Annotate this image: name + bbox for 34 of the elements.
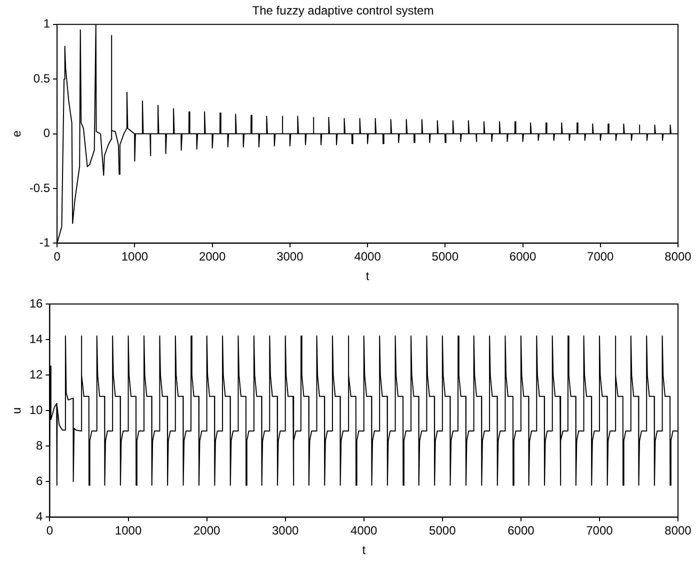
y-tick-label: 0 xyxy=(43,126,50,140)
y-tick-label: 4 xyxy=(36,510,44,524)
x-tick-label: 2000 xyxy=(198,250,226,264)
x-tick-label: 0 xyxy=(54,250,61,264)
y-tick-label: 16 xyxy=(29,296,44,310)
y-tick-label: -0.5 xyxy=(29,180,50,195)
y-tick-label: 6 xyxy=(36,474,44,488)
x-tick-label: 4000 xyxy=(354,250,382,264)
x-tick-label: 2000 xyxy=(193,524,220,538)
y-tick-label: 8 xyxy=(36,438,44,452)
x-tick-label: 8000 xyxy=(664,524,692,538)
chart-title: The fuzzy adaptive control system xyxy=(252,4,434,18)
y-axis-title: e xyxy=(10,130,24,138)
x-tick-label: 8000 xyxy=(664,250,692,264)
x-tick-label: 4000 xyxy=(350,524,378,538)
y-tick-label: 12 xyxy=(29,367,44,382)
x-tick-label: 6000 xyxy=(508,524,535,538)
x-tick-label: 1000 xyxy=(114,524,142,538)
x-tick-label: 1000 xyxy=(121,250,148,264)
x-tick-label: 3000 xyxy=(276,250,304,264)
x-tick-label: 5000 xyxy=(432,250,459,264)
y-tick-label: 14 xyxy=(29,332,44,346)
x-tick-label: 7000 xyxy=(587,250,614,264)
x-tick-label: 7000 xyxy=(586,524,614,538)
y-tick-label: 10 xyxy=(29,402,44,417)
y-tick-label: 0.5 xyxy=(33,71,50,86)
x-axis-title: t xyxy=(366,269,370,284)
x-tick-label: 3000 xyxy=(272,524,300,538)
x-tick-label: 6000 xyxy=(509,250,536,264)
x-tick-label: 5000 xyxy=(429,524,456,538)
y-tick-label: -1 xyxy=(39,236,50,250)
y-tick-label: 1 xyxy=(43,16,50,31)
x-axis-title: t xyxy=(362,543,366,558)
y-axis-title: u xyxy=(10,407,24,414)
